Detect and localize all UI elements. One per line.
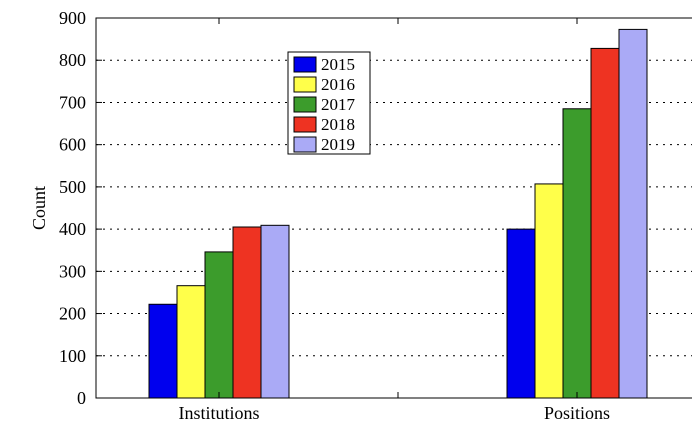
y-tick-label: 800 xyxy=(59,50,86,70)
bar-2015-institutions xyxy=(148,303,178,399)
legend-label: 2016 xyxy=(321,75,355,94)
bars xyxy=(148,28,648,399)
bar-2017-positions xyxy=(562,108,592,399)
y-tick-label: 700 xyxy=(59,92,86,112)
y-tick-label: 0 xyxy=(77,388,86,408)
legend-swatch xyxy=(293,136,317,153)
legend-swatch xyxy=(293,76,317,93)
legend-label: 2019 xyxy=(321,135,355,154)
y-tick-label: 900 xyxy=(59,8,86,28)
y-tick-label: 300 xyxy=(59,261,86,281)
y-axis-label: Count xyxy=(29,186,49,230)
y-tick-label: 600 xyxy=(59,135,86,155)
bar-2016-institutions xyxy=(176,285,206,399)
legend-swatch xyxy=(293,96,317,113)
bar-2016-positions xyxy=(534,183,564,399)
legend-label: 2018 xyxy=(321,115,355,134)
bar-2018-institutions xyxy=(232,226,262,399)
legend-label: 2017 xyxy=(321,95,356,114)
legend-label: 2015 xyxy=(321,55,355,74)
x-tick-label: Institutions xyxy=(178,403,259,423)
bar-2019-institutions xyxy=(260,224,290,399)
bar-2019-positions xyxy=(618,28,648,399)
y-tick-label: 100 xyxy=(59,346,86,366)
legend-swatch xyxy=(293,116,317,133)
x-tick-label: Positions xyxy=(544,403,610,423)
plot-area-frame xyxy=(95,17,692,399)
y-tick-label: 400 xyxy=(59,219,86,239)
y-tick-label: 200 xyxy=(59,304,86,324)
bar-2015-positions xyxy=(506,228,536,399)
bar-2018-positions xyxy=(590,47,620,399)
bar-2017-institutions xyxy=(204,251,234,399)
y-tick-label: 500 xyxy=(59,177,86,197)
axis-ticks: 0 100 200 300 400 500 600 700 800 900 Institutions… xyxy=(59,8,610,423)
legend-swatch xyxy=(293,56,317,73)
